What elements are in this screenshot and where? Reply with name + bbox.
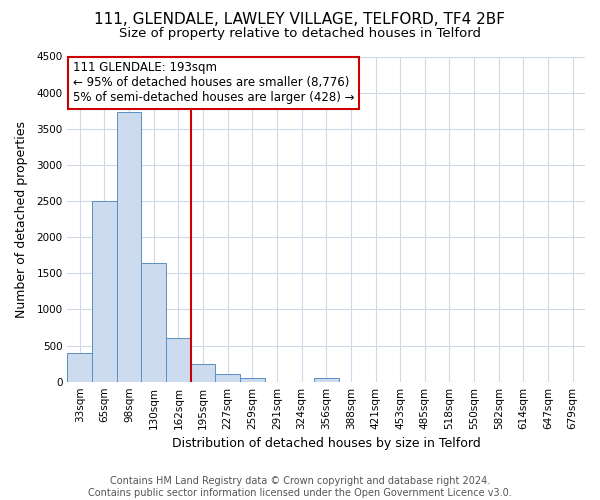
- Text: Contains HM Land Registry data © Crown copyright and database right 2024.
Contai: Contains HM Land Registry data © Crown c…: [88, 476, 512, 498]
- Bar: [314, 378, 338, 382]
- Y-axis label: Number of detached properties: Number of detached properties: [15, 120, 28, 318]
- Bar: [117, 112, 142, 382]
- Text: 111, GLENDALE, LAWLEY VILLAGE, TELFORD, TF4 2BF: 111, GLENDALE, LAWLEY VILLAGE, TELFORD, …: [95, 12, 505, 28]
- Bar: [92, 201, 117, 382]
- Text: 111 GLENDALE: 193sqm
← 95% of detached houses are smaller (8,776)
5% of semi-det: 111 GLENDALE: 193sqm ← 95% of detached h…: [73, 62, 354, 104]
- Bar: [142, 263, 166, 382]
- Bar: [67, 354, 92, 382]
- Text: Size of property relative to detached houses in Telford: Size of property relative to detached ho…: [119, 28, 481, 40]
- Bar: [166, 338, 191, 382]
- Bar: [215, 374, 240, 382]
- X-axis label: Distribution of detached houses by size in Telford: Distribution of detached houses by size …: [172, 437, 481, 450]
- Bar: [191, 364, 215, 382]
- Bar: [240, 378, 265, 382]
